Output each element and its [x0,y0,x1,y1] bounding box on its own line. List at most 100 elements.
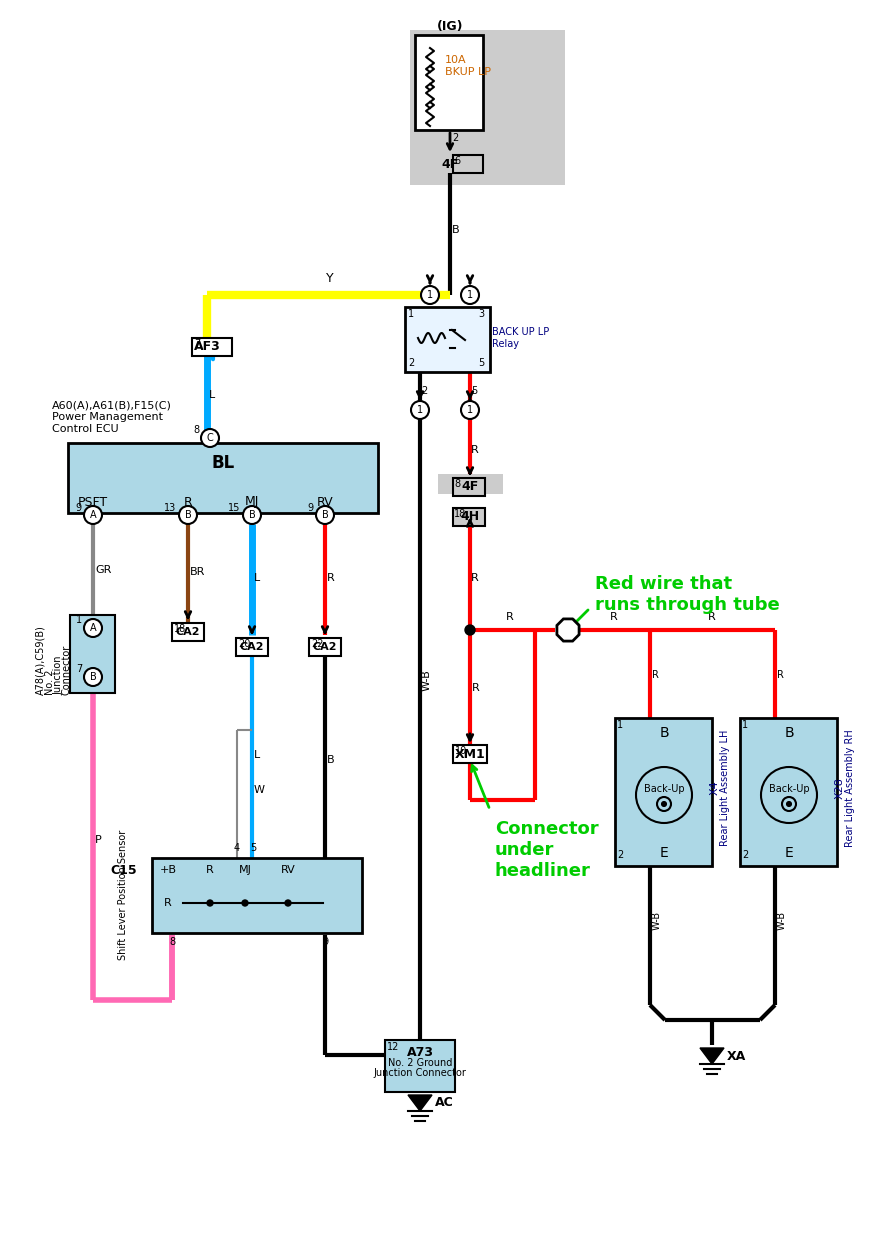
Text: X4: X4 [710,781,720,795]
Text: Control ECU: Control ECU [52,424,118,434]
Text: R: R [652,671,659,681]
Text: Junction Connector: Junction Connector [373,1068,467,1078]
Text: Y: Y [326,272,333,286]
Text: B: B [659,726,669,740]
Text: A73: A73 [406,1047,434,1059]
Text: CA2: CA2 [313,642,337,652]
Text: R: R [777,671,784,681]
Text: Rear Light Assembly LH: Rear Light Assembly LH [720,730,730,847]
Text: R: R [471,572,479,582]
Text: 20: 20 [238,639,251,649]
Bar [615,718,712,866]
Text: 5: 5 [471,386,477,396]
Text: R: R [206,866,214,876]
Circle shape [461,286,479,304]
Circle shape [243,506,261,525]
Text: 1: 1 [417,405,423,415]
Bar [70,615,115,693]
Text: Rear Light Assembly RH: Rear Light Assembly RH [845,730,855,847]
Text: 1: 1 [467,405,473,415]
Polygon shape [700,1048,724,1064]
Polygon shape [408,1094,432,1111]
Text: R: R [709,611,716,621]
Circle shape [761,767,817,823]
Bar [415,35,483,130]
Text: 4F: 4F [461,481,478,493]
Text: 2: 2 [421,386,428,396]
Text: C: C [206,433,213,443]
Text: 13: 13 [164,503,176,513]
Text: 8: 8 [169,937,175,947]
Circle shape [207,899,213,906]
Text: B: B [322,509,328,520]
Bar [236,638,268,655]
Text: 2: 2 [452,133,458,143]
Circle shape [285,899,291,906]
Text: 8: 8 [454,479,461,489]
Text: 9: 9 [307,503,313,513]
Text: 2: 2 [408,359,414,369]
Bar [438,474,503,494]
Text: R: R [164,898,172,908]
Text: 4: 4 [234,843,240,853]
Text: CA2: CA2 [176,626,200,637]
Text: L: L [254,750,260,760]
Text: X28: X28 [835,777,845,799]
Text: 7: 7 [194,338,200,348]
Text: AF3: AF3 [194,341,220,353]
Text: L: L [209,390,215,400]
Circle shape [84,506,102,525]
Circle shape [657,798,671,811]
Text: MJ: MJ [244,496,260,508]
Text: No. 2 Ground: No. 2 Ground [388,1058,453,1068]
Text: 7: 7 [76,664,82,674]
Text: Back-Up: Back-Up [769,784,809,794]
Bar [410,30,565,185]
Text: B: B [249,509,255,520]
Text: BR: BR [190,567,205,577]
Text: 2: 2 [617,850,623,860]
Bar [405,307,490,372]
Text: W-B: W-B [422,669,432,691]
Text: B: B [327,755,334,765]
Text: 2: 2 [742,850,749,860]
Circle shape [84,619,102,637]
Text: E: E [785,845,793,860]
Text: AC: AC [435,1097,453,1110]
Bar [453,745,487,764]
Text: Connector: Connector [61,645,71,694]
Text: R: R [506,611,514,621]
Text: 1: 1 [408,309,414,320]
Text: BKUP LP: BKUP LP [445,67,491,77]
Bar [172,623,204,642]
Text: B: B [452,225,460,235]
Text: R: R [184,496,192,508]
Text: CA2: CA2 [240,642,264,652]
Text: R: R [327,572,335,582]
Text: RV: RV [281,866,295,876]
Text: B: B [90,672,96,682]
Bar [385,1040,455,1092]
Text: B: B [185,509,191,520]
Text: 1: 1 [742,720,749,730]
Bar [192,338,232,356]
Bar [152,858,362,933]
Text: BL: BL [212,454,235,472]
Circle shape [201,429,219,447]
Text: Red wire that
runs through tube: Red wire that runs through tube [595,575,780,614]
Text: E: E [660,845,669,860]
Text: R: R [472,683,480,693]
Bar [453,155,483,174]
Text: 4H: 4H [461,511,479,523]
Bar [453,478,485,496]
Text: 6: 6 [454,156,461,166]
Text: P: P [95,835,101,845]
Circle shape [84,668,102,686]
Text: A: A [90,623,96,633]
Text: 1: 1 [467,291,473,299]
Bar [309,638,341,655]
Text: 3: 3 [478,309,484,320]
Circle shape [242,899,248,906]
Text: BACK UP LP
Relay: BACK UP LP Relay [492,327,549,348]
Text: B: B [784,726,794,740]
